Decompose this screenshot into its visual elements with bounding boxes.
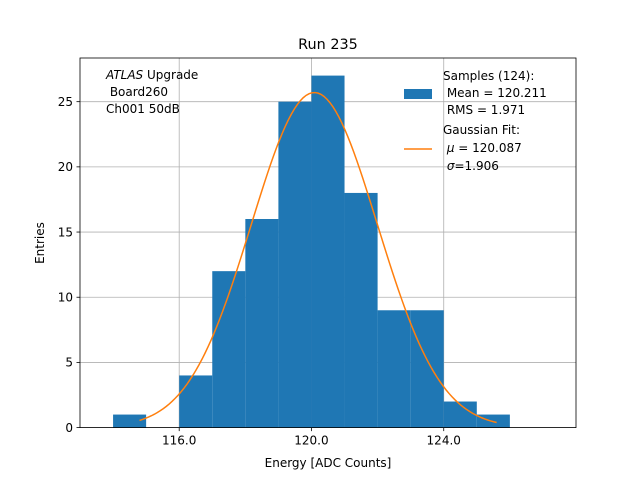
legend-mu-symbol: μ	[446, 141, 455, 155]
annotation-line-1: ATLAS Upgrade	[105, 68, 198, 82]
histogram-bar	[311, 75, 345, 428]
histogram-bar	[179, 375, 213, 428]
legend-mu-value: = 120.087	[454, 141, 521, 155]
histogram-bar	[245, 219, 279, 428]
histogram-bar	[410, 310, 444, 428]
x-axis-label: Energy [ADC Counts]	[265, 456, 392, 470]
annotation-upgrade: Upgrade	[143, 68, 198, 82]
legend-fit-line-2: μ = 120.087	[443, 141, 522, 155]
y-tick-label: 0	[65, 421, 73, 435]
annotation-atlas: ATLAS	[105, 68, 144, 82]
atlas-annotation: ATLAS Upgrade Board260 Ch001 50dB	[105, 68, 198, 116]
annotation-line-2: Board260	[106, 85, 168, 99]
x-tick-label: 124.0	[427, 434, 461, 448]
legend-sigma-value: =1.906	[454, 159, 498, 173]
y-tick-label: 15	[58, 225, 73, 239]
legend-fit-line-1: Gaussian Fit:	[443, 123, 520, 137]
histogram-bar	[443, 401, 477, 428]
y-tick-label: 5	[65, 356, 73, 370]
histogram-bar	[113, 414, 147, 428]
y-tick-label: 10	[58, 291, 73, 305]
legend-histogram-swatch	[404, 89, 432, 99]
legend-hist-line-3: RMS = 1.971	[443, 103, 525, 117]
legend-sigma-symbol: σ	[447, 159, 455, 173]
y-axis-ticks: 0 5 10 15 20 25	[58, 95, 80, 435]
legend-hist-line-2: Mean = 120.211	[443, 86, 547, 100]
y-tick-label: 20	[58, 160, 73, 174]
annotation-line-3: Ch001 50dB	[106, 102, 180, 116]
histogram-bar	[344, 192, 378, 428]
histogram-bars	[113, 75, 510, 428]
x-axis-ticks: 116.0 120.0 124.0	[162, 427, 461, 448]
legend: Samples (124): Mean = 120.211 RMS = 1.97…	[404, 69, 547, 173]
legend-hist-line-1: Samples (124):	[443, 69, 534, 83]
y-axis-label: Entries	[33, 222, 47, 264]
histogram-bar	[278, 101, 312, 428]
axes-frame	[79, 57, 577, 429]
y-tick-label: 25	[58, 95, 73, 109]
chart-title: Run 235	[298, 37, 358, 53]
x-tick-label: 120.0	[294, 434, 328, 448]
legend-fit-line-3: σ=1.906	[443, 159, 499, 173]
histogram-bar	[377, 310, 411, 428]
histogram-bar	[212, 271, 246, 428]
x-tick-label: 116.0	[162, 434, 196, 448]
gaussian-fit-curve	[139, 91, 497, 424]
